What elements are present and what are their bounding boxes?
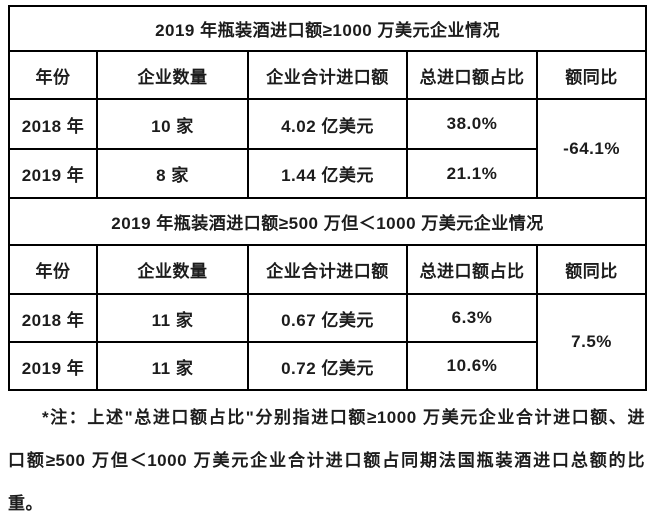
table1-header-row: 年份 企业数量 企业合计进口额 总进口额占比 额同比 [8,50,648,100]
table1-header-share: 总进口额占比 [406,50,538,100]
table1-2019-amount: 1.44 亿美元 [247,148,408,199]
table1-2018-amount: 4.02 亿美元 [247,98,408,150]
table2-2018-year: 2018 年 [8,293,98,343]
footnote-line-1: *注：上述"总进口额占比"分别指进口额≥1000 万美元企业合计进口额、进 [42,408,645,427]
table2-2018-amount: 0.67 亿美元 [247,293,408,343]
table2-yoy-value: 7.5% [535,293,648,391]
table1-header-yoy: 额同比 [535,50,648,100]
table2-2018-share: 6.3% [406,293,538,343]
table1-title: 2019 年瓶装酒进口额≥1000 万美元企业情况 [7,5,648,52]
table2-2019-count: 11 家 [96,341,249,391]
table2-header-amount: 企业合计进口额 [247,244,408,295]
table1-title-row: 2019 年瓶装酒进口额≥1000 万美元企业情况 [7,5,648,52]
table1-yoy-value: -64.1% [535,98,648,199]
table2-row-2018: 2018 年 11 家 0.67 亿美元 6.3% 7.5% [8,293,648,391]
table2-2019-year: 2019 年 [8,341,98,391]
table2-header-yoy: 额同比 [535,244,648,295]
table2-title: 2019 年瓶装酒进口额≥500 万但＜1000 万美元企业情况 [7,197,648,246]
table1-header-amount: 企业合计进口额 [247,50,408,100]
footnote-line-2: 口额≥500 万但＜1000 万美元企业合计进口额占同期法国瓶装酒进口总额的比 [8,451,645,470]
footnote: *注：上述"总进口额占比"分别指进口额≥1000 万美元企业合计进口额、进 口额… [8,396,645,516]
table1-header-count: 企业数量 [96,50,249,100]
table1-row-2019: 2019 年 8 家 1.44 亿美元 21.1% [8,148,646,199]
table2-2018-count: 11 家 [96,293,249,343]
wine-import-table: 2019 年瓶装酒进口额≥1000 万美元企业情况 年份 企业数量 企业合计进口… [7,5,648,391]
table2-title-row: 2019 年瓶装酒进口额≥500 万但＜1000 万美元企业情况 [7,197,648,246]
table2-header-count: 企业数量 [96,244,249,295]
table2-header-year: 年份 [8,244,98,295]
footnote-line-3: 重。 [8,494,43,513]
table1-2018-share: 38.0% [406,98,538,150]
table1-row-2018: 2018 年 10 家 4.02 亿美元 38.0% -64.1% [8,98,648,199]
table1-2018-year: 2018 年 [8,98,98,150]
table2-2019-amount: 0.72 亿美元 [247,341,408,391]
table2-header-row: 年份 企业数量 企业合计进口额 总进口额占比 额同比 [8,244,648,295]
table2-header-share: 总进口额占比 [406,244,538,295]
table1-header-year: 年份 [8,50,98,100]
table2-2019-share: 10.6% [406,341,538,391]
table2-row-2019: 2019 年 11 家 0.72 亿美元 10.6% [8,341,646,391]
table1-2019-year: 2019 年 [8,148,98,199]
table1-2019-share: 21.1% [406,148,538,199]
table1-2018-count: 10 家 [96,98,249,150]
table1-2019-count: 8 家 [96,148,249,199]
